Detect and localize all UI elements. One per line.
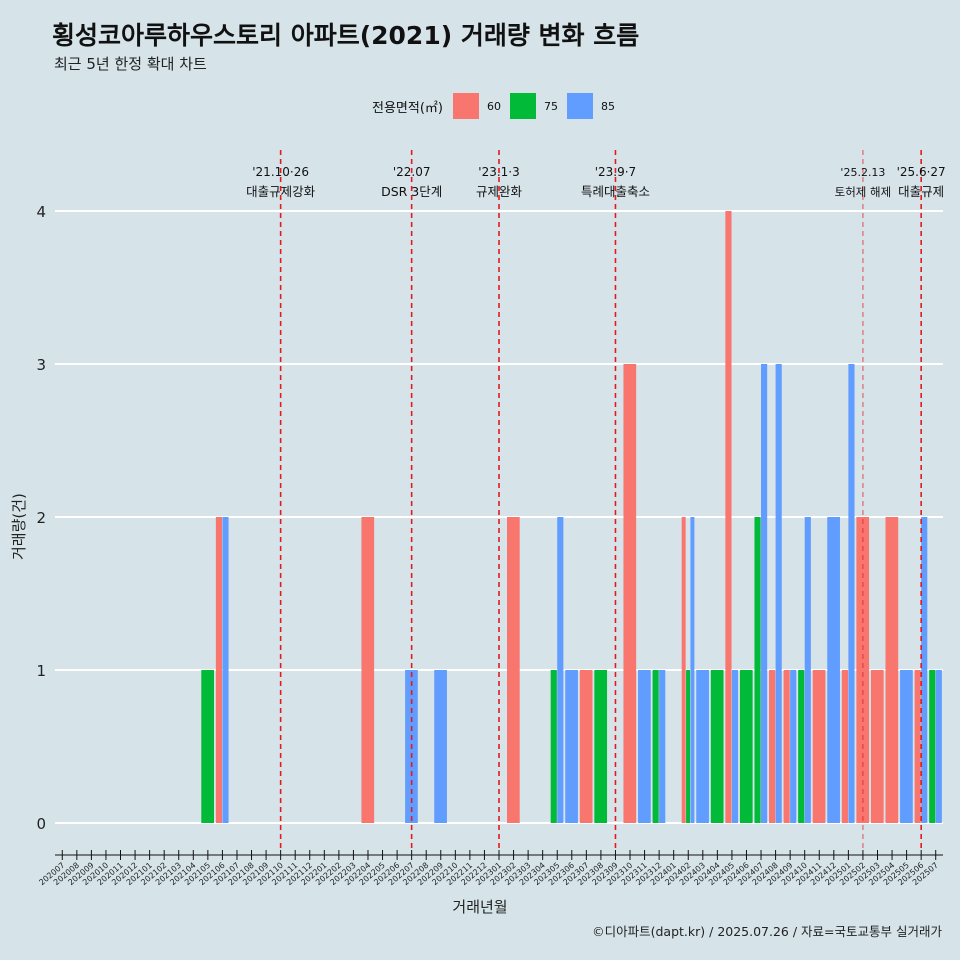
bar-202409-60 [783,670,790,823]
bar-202507-85 [935,670,942,823]
bar-202307-60 [579,670,593,823]
source-caption: ©디아파트(dapt.kr) / 2025.07.26 / 자료=국토교통부 실… [592,924,942,939]
bar-202106-85 [222,517,229,823]
bar-202406-75 [739,670,753,823]
bar-202302-60 [507,517,520,823]
y-tick-label-2: 2 [36,509,46,527]
event-label-202506: 대출규제 [898,184,944,199]
bar-202412-85 [827,517,840,823]
bar-202505-85 [900,670,913,823]
bar-202404-75 [710,670,724,823]
legend-swatch-60 [452,93,479,119]
event-label-202110: 대출규제강화 [246,184,316,199]
bar-202507-75 [929,670,936,823]
event-date-202301: '23.1·3 [478,165,519,179]
bar-202106-60 [215,517,223,823]
bar-202408-60 [769,670,776,823]
bar-202506-60 [914,670,921,823]
bar-202405-85 [731,670,739,823]
legend-label-85: 85 [600,99,615,113]
bar-202411-60 [812,670,826,823]
x-axis-label: 거래년월 [452,898,508,916]
y-tick-label-0: 0 [36,815,46,833]
bar-202311-85 [638,670,651,823]
event-label-202309: 특례대출축소 [581,184,650,199]
legend-swatch-85 [566,93,593,119]
bar-202310-60 [623,364,637,823]
event-label-202207: DSR 3단계 [381,184,442,199]
bar-202408-85 [775,364,782,823]
bar-202503-60 [870,670,884,823]
bar-202506-85 [921,517,928,823]
bar-202407-75 [754,517,761,823]
y-tick-label-3: 3 [36,356,46,374]
bar-202306-85 [565,670,578,823]
bar-202402-85 [690,517,695,823]
legend-item-75: 75 [509,93,558,119]
bar-202402-60 [681,517,686,823]
bar-202410-75 [798,670,805,823]
bar-202308-75 [594,670,608,823]
y-tick-label-1: 1 [36,662,46,680]
chart-title: 횡성코아루하우스토리 아파트(2021) 거래량 변화 흐름 [52,21,640,50]
bar-202501-85 [848,364,855,823]
bar-202402-75 [686,670,691,823]
bar-202403-85 [696,670,709,823]
bar-202209-85 [434,670,447,823]
event-label-202301: 규제완화 [476,184,523,199]
event-date-202110: '21.10·26 [252,165,309,179]
bar-202312-75 [652,670,659,823]
bar-202410-85 [804,517,811,823]
legend-item-85: 85 [566,93,615,119]
legend-label-60: 60 [486,99,501,113]
bar-202405-60 [725,211,732,823]
y-axis-label: 거래량(건) [10,493,28,560]
legend-swatch-75 [509,93,536,119]
bar-202504-60 [885,517,899,823]
event-date-202502: '25.2.13 [840,166,885,179]
legend-item-60: 60 [452,93,501,119]
legend-label-75: 75 [543,99,558,113]
chart-subtitle: 최근 5년 한정 확대 차트 [54,55,207,73]
bar-202409-85 [790,670,797,823]
bar-202501-60 [841,670,848,823]
event-date-202309: '23.9·7 [595,165,636,179]
bar-202305-75 [550,670,557,823]
event-date-202506: '25.6·27 [897,165,946,179]
event-label-202502: 토허제 해제 [835,185,892,199]
legend-title: 전용면적(㎡) [372,100,443,116]
bar-202312-85 [659,670,666,823]
bar-202407-85 [761,364,768,823]
y-tick-label-4: 4 [36,203,46,221]
bar-202204-60 [361,517,375,823]
bar-202105-75 [201,670,215,823]
bar-202305-85 [557,517,564,823]
legend: 전용면적(㎡) 60 75 85 [372,93,624,119]
bar-202502-60 [856,517,870,823]
event-date-202207: '22.07 [393,165,431,179]
